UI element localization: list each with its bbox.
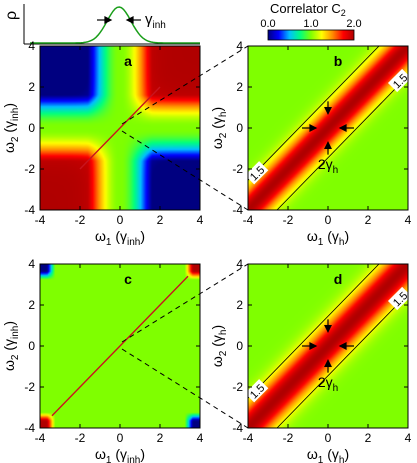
xtick-a-0: -4: [35, 213, 46, 227]
width-label-b: 2γh: [318, 156, 338, 176]
xtick-b-0: -4: [243, 213, 254, 227]
ytick-c-1: -2: [24, 380, 35, 394]
width-label-d: 2γh: [318, 374, 338, 394]
width-arrows-d: [302, 319, 354, 373]
xtick-a-2: 0: [117, 213, 124, 227]
ytick-c-4: 4: [28, 257, 35, 271]
xtick-d-3: 2: [365, 431, 372, 445]
xtick-b-4: 4: [405, 213, 412, 227]
xlabel-a: ω1 (γinh): [95, 228, 145, 248]
panel-label-c: c: [124, 271, 132, 287]
zoom-connectors: [121, 45, 249, 429]
colorbar: Correlator C2 0.0 1.0 2.0: [260, 1, 362, 41]
ytick-a-0: -4: [24, 203, 35, 217]
connector-ab-top: [121, 45, 249, 125]
ytick-c-3: 2: [28, 298, 35, 312]
ytick-a-3: 2: [28, 80, 35, 94]
ytick-b-0: -4: [232, 203, 243, 217]
ylabel-c: ω2 (γinh): [1, 321, 21, 371]
gamma-inh-arrows: [97, 16, 141, 24]
contour-line-d-0: [248, 264, 380, 399]
panel-label-d: d: [334, 271, 343, 287]
ytick-a-4: 4: [28, 39, 35, 53]
ytick-c-0: -4: [24, 421, 35, 435]
rho-label: ρ: [3, 11, 20, 20]
panel-c: c -4-4 -2 -2 0 0 2 2 4 4 ω1 (γinh) ω2 (γinh): [1, 257, 204, 463]
heatmap-d: [248, 264, 408, 428]
connector-cd-bottom: [121, 348, 249, 429]
xtick-d-1: -2: [283, 431, 294, 445]
xtick-c-3: 2: [157, 431, 164, 445]
xlabel-c: ω1 (γinh): [95, 446, 145, 463]
colorbar-tick-2: 2.0: [346, 18, 361, 30]
xtick-d-4: 4: [405, 431, 412, 445]
ytick-b-3: 2: [236, 80, 243, 94]
xtick-c-2: 0: [117, 431, 124, 445]
xtick-a-1: -2: [75, 213, 86, 227]
panel-a: a -4-4 -2 -2 0 0 2 2 4 4 ω1 (γinh) ω2 (γinh): [1, 39, 204, 248]
xlabel-d: ω1 (γh): [307, 446, 349, 463]
ylabel-d: ω2 (γh): [209, 325, 229, 367]
connector-ab-bottom: [121, 130, 249, 211]
panel-label-b: b: [334, 53, 343, 69]
ytick-b-4: 4: [236, 39, 243, 53]
colorbar-tick-0: 0.0: [260, 18, 275, 30]
ytick-b-1: -2: [232, 162, 243, 176]
ytick-d-4: 4: [236, 257, 243, 271]
width-arrows-b: [302, 101, 354, 155]
diagonal-line-c: [51, 275, 189, 417]
xtick-b-3: 2: [365, 213, 372, 227]
ytick-b-2: 0: [236, 121, 243, 135]
xtick-d-0: -4: [243, 431, 254, 445]
xtick-a-3: 2: [157, 213, 164, 227]
contour-line-b-0: [248, 46, 380, 181]
xtick-a-4: 4: [197, 213, 204, 227]
xtick-c-0: -4: [35, 431, 46, 445]
ytick-c-2: 0: [28, 339, 35, 353]
gamma-inh-label: γinh: [145, 11, 166, 31]
xtick-b-1: -2: [283, 213, 294, 227]
gaussian-inset: ρ γinh: [3, 4, 200, 45]
contour-line-b-1: [276, 75, 408, 210]
ylabel-b: ω2 (γh): [209, 107, 229, 149]
ytick-a-2: 0: [28, 121, 35, 135]
xtick-c-4: 4: [197, 431, 204, 445]
ytick-d-0: -4: [232, 421, 243, 435]
ytick-d-2: 0: [236, 339, 243, 353]
xtick-c-1: -2: [75, 431, 86, 445]
colorbar-gradient: [267, 29, 355, 41]
contour-line-d-1: [276, 293, 408, 428]
panel-label-a: a: [124, 53, 132, 69]
xtick-b-2: 0: [325, 213, 332, 227]
ytick-d-3: 2: [236, 298, 243, 312]
ylabel-a: ω2 (γinh): [1, 103, 21, 153]
connector-cd-top: [121, 263, 249, 343]
gaussian-curve: [30, 6, 200, 44]
heatmap-b: [248, 46, 408, 210]
xlabel-b: ω1 (γh): [307, 228, 349, 248]
ytick-d-1: -2: [232, 380, 243, 394]
xtick-d-2: 0: [325, 431, 332, 445]
colorbar-title: Correlator C2: [270, 1, 346, 18]
ytick-a-1: -2: [24, 162, 35, 176]
diagonal-line-a: [79, 86, 161, 170]
colorbar-tick-1: 1.0: [303, 18, 318, 30]
